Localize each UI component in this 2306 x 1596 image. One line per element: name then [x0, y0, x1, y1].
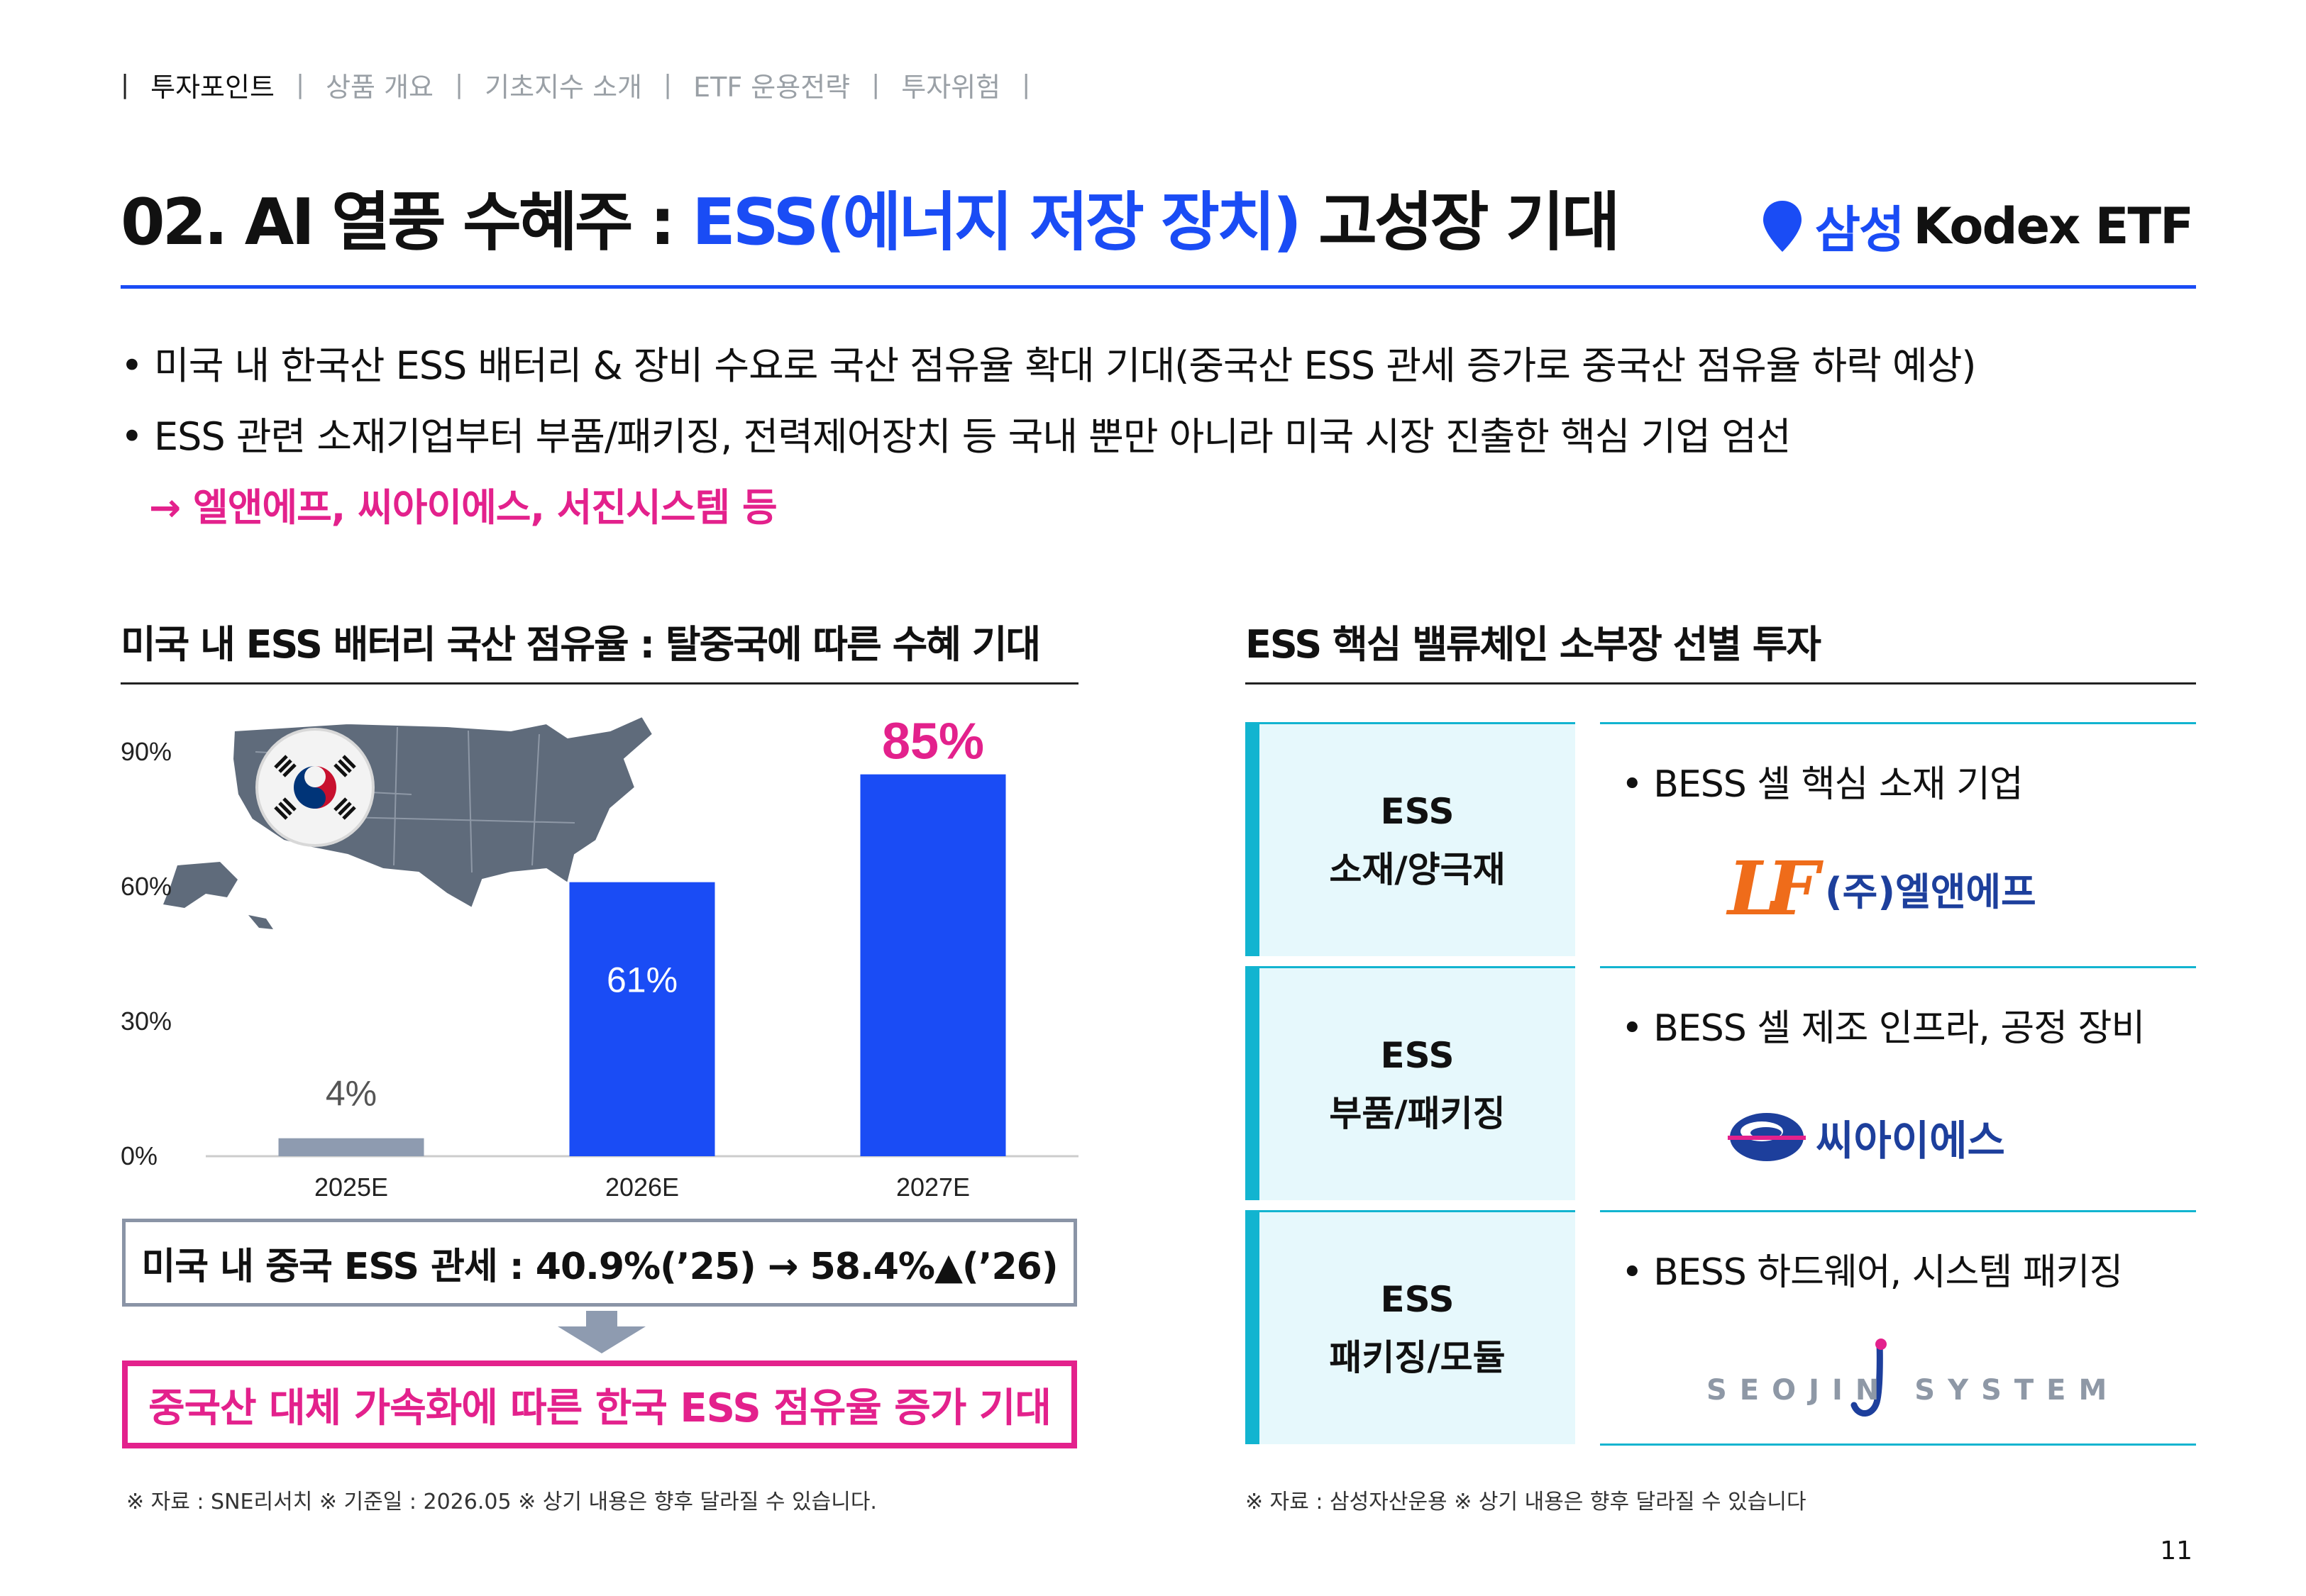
right-footnote: ※ 자료 : 삼성자산운용 ※ 상기 내용은 향후 달라질 수 있습니다	[1245, 1490, 1806, 1514]
cis-emblem-icon	[1728, 1113, 1806, 1161]
left-section-title: 미국 내 ESS 배터리 국산 점유율 : 탈중국에 따른 수혜 기대	[121, 622, 1041, 667]
nav-item-etf-strategy[interactable]: ETF 운용전략	[693, 72, 851, 103]
category-line-1: ESS	[1380, 790, 1455, 832]
nav-item-product-overview[interactable]: 상품 개요	[326, 72, 434, 103]
nav-item-investment-risk[interactable]: 투자위험	[901, 72, 1001, 103]
cis-logo-text: 씨아이에스	[1816, 1116, 2005, 1165]
cis-logo-icon: 씨아이에스	[1728, 1107, 2005, 1167]
expectation-result-box: 중국산 대체 가속화에 따른 한국 ESS 점유율 증가 기대	[122, 1361, 1077, 1448]
category-line-2: 패키징/모듈	[1329, 1336, 1506, 1378]
value-chain-category: ESS 부품/패키징	[1245, 966, 1575, 1200]
page-title: 02. AI 열풍 수혜주 : ESS(에너지 저장 장치) 고성장 기대	[121, 170, 1621, 262]
bullet-line-2: • ESS 관련 소재기업부터 부품/패키징, 전력제어장치 등 국내 뿐만 아…	[121, 414, 1792, 459]
nav-separator: |	[1022, 70, 1031, 99]
bar-2026E	[569, 882, 715, 1156]
nav-item-index-intro[interactable]: 기초지수 소개	[485, 72, 642, 103]
page-number: 11	[2160, 1536, 2192, 1565]
top-navigation: | 투자포인트 | 상품 개요 | 기초지수 소개 | ETF 운용전략 | 투…	[121, 65, 1052, 104]
data-label: 85%	[882, 714, 984, 770]
value-chain-row-packaging: ESS 패키징/모듈 • BESS 하드웨어, 시스템 패키징 SEOJIN S…	[1245, 1210, 2196, 1444]
title-divider	[121, 285, 2196, 289]
title-prefix: 02. AI 열풍 수혜주 :	[121, 185, 693, 260]
value-chain-detail: • BESS 셀 핵심 소재 기업 LF (주)엘앤에프	[1600, 722, 2196, 956]
highlighted-companies: → 엘앤에프, 씨아이에스, 서진시스템 등	[149, 485, 778, 530]
value-chain-detail: • BESS 하드웨어, 시스템 패키징 SEOJIN SYSTEM	[1600, 1210, 2196, 1444]
bar-2027E	[860, 774, 1006, 1156]
y-tick-label: 60%	[121, 872, 172, 901]
y-tick-label: 30%	[121, 1007, 172, 1036]
key-points: • 미국 내 한국산 ESS 배터리 & 장비 수요로 국산 점유율 확대 기대…	[121, 331, 1976, 543]
nav-separator: |	[455, 70, 464, 99]
value-chain-row-parts: ESS 부품/패키징 • BESS 셀 제조 인프라, 공정 장비 씨아이에스	[1245, 966, 2196, 1200]
right-section-title: ESS 핵심 밸류체인 소부장 선별 투자	[1245, 622, 1821, 667]
y-tick-label: 0%	[121, 1141, 158, 1170]
nav-separator: |	[663, 70, 673, 99]
bar-2025E	[278, 1138, 424, 1156]
korea-flag-icon	[255, 728, 375, 847]
value-chain-bullet: • BESS 셀 제조 인프라, 공정 장비	[1621, 1007, 2145, 1050]
brand-logo: 삼성 Kodex ETF	[1761, 190, 2194, 262]
brand-product: Kodex ETF	[1913, 196, 2194, 255]
location-pin-icon	[1762, 200, 1802, 252]
title-suffix: 고성장 기대	[1298, 185, 1620, 260]
x-tick-label: 2026E	[605, 1173, 679, 1202]
left-footnote: ※ 자료 : SNE리서치 ※ 기준일 : 2026.05 ※ 상기 내용은 향…	[126, 1490, 877, 1514]
left-section-divider	[121, 682, 1078, 685]
bullet-line-1: • 미국 내 한국산 ESS 배터리 & 장비 수요로 국산 점유율 확대 기대…	[121, 343, 1976, 388]
nav-item-investment-point[interactable]: 투자포인트	[150, 72, 275, 103]
chart-bars: 4% 61% 85%	[278, 714, 1006, 1156]
tariff-info-box: 미국 내 중국 ESS 관세 : 40.9%(’25) → 58.4%▲(’26…	[122, 1219, 1077, 1307]
data-label: 4%	[326, 1074, 377, 1114]
lnf-logo-icon: LF (주)엘앤에프	[1728, 845, 2036, 932]
category-line-1: ESS	[1380, 1278, 1455, 1320]
value-chain-category: ESS 패키징/모듈	[1245, 1210, 1575, 1444]
y-tick-label: 90%	[121, 737, 172, 766]
value-chain-bullet: • BESS 셀 핵심 소재 기업	[1621, 763, 2024, 806]
seojin-emblem-icon	[1850, 1339, 1887, 1417]
category-line-2: 부품/패키징	[1329, 1092, 1506, 1134]
brand-company: 삼성	[1814, 201, 1905, 259]
title-highlight: ESS(에너지 저장 장치)	[692, 185, 1302, 260]
lnf-logo-mark: LF	[1728, 845, 1819, 932]
nav-separator: |	[121, 70, 130, 99]
data-label: 61%	[607, 960, 678, 1000]
x-tick-label: 2027E	[896, 1173, 970, 1202]
value-chain-bullet: • BESS 하드웨어, 시스템 패키징	[1621, 1251, 2123, 1294]
x-tick-label: 2025E	[314, 1173, 388, 1202]
seojin-logo-icon: SEOJIN SYSTEM	[1706, 1339, 2107, 1432]
value-chain-detail: • BESS 셀 제조 인프라, 공정 장비 씨아이에스	[1600, 966, 2196, 1200]
down-arrow-icon	[558, 1311, 646, 1353]
value-chain-category: ESS 소재/양극재	[1245, 722, 1575, 956]
seojin-logo-text: SEOJIN SYSTEM	[1706, 1374, 2120, 1407]
nav-separator: |	[871, 70, 881, 99]
lnf-logo-text: (주)엘앤에프	[1824, 870, 2036, 914]
category-line-1: ESS	[1380, 1034, 1455, 1076]
value-chain-bottom-rule	[1600, 1443, 2196, 1446]
category-line-2: 소재/양극재	[1329, 848, 1506, 890]
nav-separator: |	[295, 70, 305, 99]
right-section-divider	[1245, 682, 2196, 685]
ess-share-bar-chart: 0% 30% 60% 90% 2025E 2026E 2027E 4% 61% 85%	[121, 714, 1078, 1202]
value-chain-row-materials: ESS 소재/양극재 • BESS 셀 핵심 소재 기업 LF (주)엘앤에프	[1245, 722, 2196, 956]
